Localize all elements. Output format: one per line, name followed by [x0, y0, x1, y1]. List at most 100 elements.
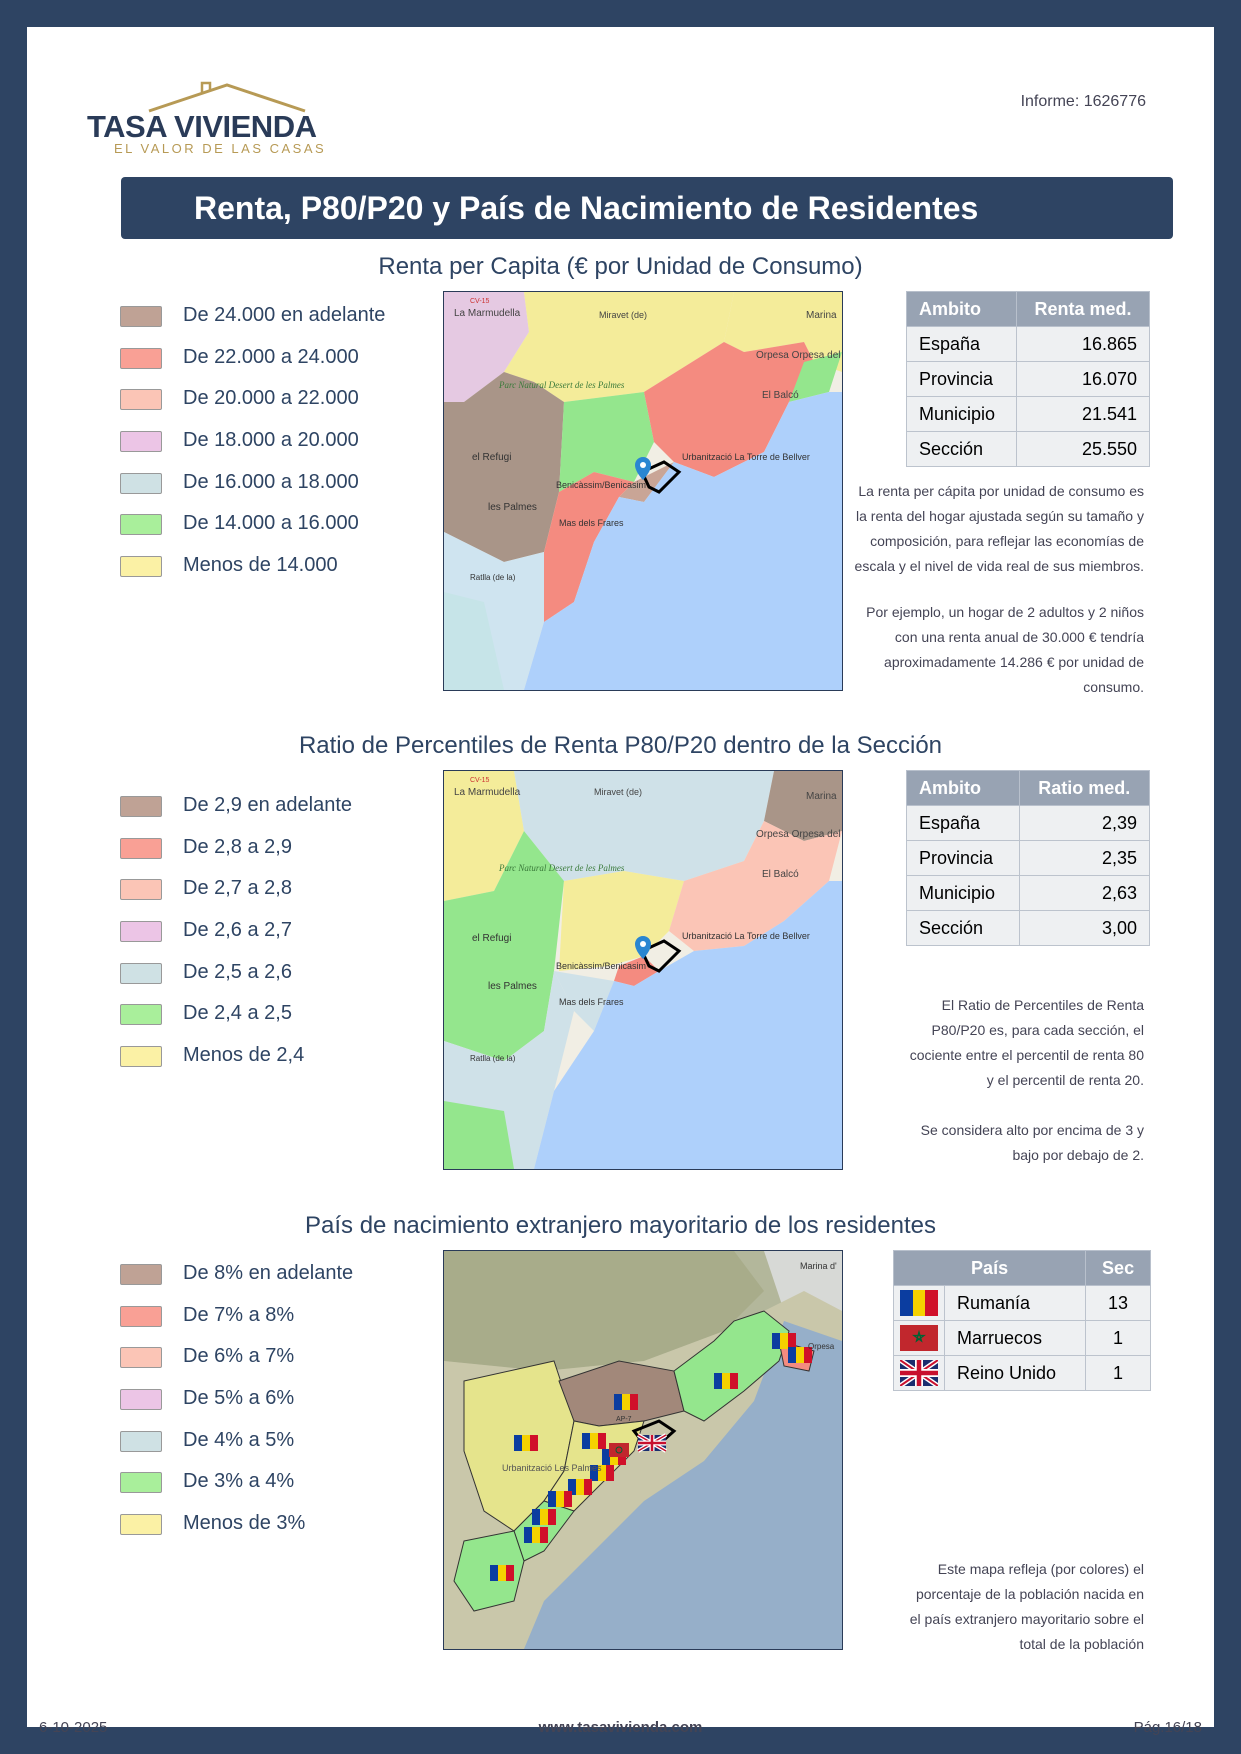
map-label-masdels: Mas dels Frares — [559, 997, 624, 1007]
map-label-marina: Marina — [806, 791, 837, 802]
legend-label: De 24.000 en adelante — [183, 304, 386, 326]
legend-swatch — [120, 389, 162, 411]
map-label-cv15: CV-15 — [470, 777, 490, 784]
table-cell-valor: 16.070 — [1016, 361, 1150, 397]
table-cell-valor: 2,63 — [1018, 875, 1151, 911]
legend-label: De 2,4 a 2,5 — [183, 1002, 292, 1025]
note-line: el país extranjero mayoritario sobre el — [909, 1611, 1144, 1627]
table-cell-valor: 21.541 — [1016, 396, 1150, 432]
footer-date: 6-10-2025 — [39, 1719, 108, 1736]
table-cell-ambito: Municipio — [905, 396, 1018, 432]
table-row: Provincia 2,35 — [906, 840, 1151, 876]
table-header-ambito: Ambito — [906, 770, 1020, 806]
table-cell-valor: 2,39 — [1018, 805, 1151, 841]
note-line: Se considera alto por encima de 3 y — [920, 1122, 1144, 1138]
note-line: la renta del hogar ajustada según su tam… — [856, 508, 1144, 524]
romania-flag-icon — [900, 1290, 938, 1316]
note-line: escala y el nivel de vida real de sus mi… — [854, 558, 1144, 574]
legend-swatch — [120, 1430, 162, 1452]
map-label-parc: Parc Natural Desert de les Palmes — [498, 380, 625, 390]
house-roof-icon — [148, 81, 306, 113]
legend-label: De 4% a 5% — [183, 1428, 295, 1451]
table-cell-sec: 1 — [1085, 1320, 1151, 1356]
table-header-row: Ambito Ratio med. — [906, 770, 1151, 806]
flag-cell — [893, 1320, 945, 1356]
page-title: Renta, P80/P20 y País de Nacimiento de R… — [194, 190, 979, 226]
romania-flag-icon — [772, 1333, 796, 1349]
romania-flag-icon — [568, 1479, 592, 1495]
legend-swatch — [120, 921, 162, 943]
legend-label: Menos de 2,4 — [183, 1044, 305, 1067]
note-line: P80/P20 es, para cada sección, el — [931, 1022, 1144, 1038]
legend-swatch — [120, 556, 162, 578]
report-page: TASA VIVIENDA EL VALOR DE LAS CASAS Info… — [27, 27, 1214, 1736]
renta-section-title: Renta per Capita (€ por Unidad de Consum… — [378, 253, 863, 280]
table-cell-pais: Reino Unido — [943, 1355, 1087, 1391]
table-cell-valor: 3,00 — [1018, 910, 1151, 946]
map-label-ap7: AP-7 — [616, 1416, 632, 1423]
romania-flag-icon — [548, 1491, 572, 1507]
table-cell-ambito: Municipio — [906, 875, 1020, 911]
table-cell-valor: 16.865 — [1016, 326, 1150, 362]
table-row: Marruecos 1 — [893, 1320, 1151, 1356]
pais-map[interactable]: Urbanització Les Palmes AP-7 Marina d' O… — [443, 1250, 843, 1650]
map-label-marina: Marina — [806, 310, 837, 321]
legend-label: De 22.000 a 24.000 — [183, 345, 359, 368]
romania-flag-icon — [788, 1347, 812, 1363]
map-label-ratlla: Ratlla (de la) — [470, 1054, 516, 1063]
legend-swatch — [120, 472, 162, 494]
table-header-valor: Ratio med. — [1018, 770, 1151, 806]
legend-swatch — [120, 962, 162, 984]
map-label-orpesa: Orpesa Orpesa del Mar — [756, 829, 842, 840]
legend-label: De 7% a 8% — [183, 1303, 295, 1326]
table-cell-pais: Marruecos — [943, 1320, 1087, 1356]
morocco-flag-icon — [900, 1325, 938, 1351]
legend-swatch — [120, 796, 162, 817]
legend-label: De 5% a 6% — [183, 1387, 295, 1410]
map-label-benicassim: Benicàssim/Benicasim — [556, 961, 646, 971]
map-label-urbanitzacio: Urbanització La Torre de Bellver — [682, 931, 810, 941]
romania-flag-icon — [490, 1565, 514, 1581]
map-label-masdels: Mas dels Frares — [559, 518, 624, 528]
pais-table: País Sec Rumanía 13 Marruecos 1 — [892, 1250, 1151, 1391]
table-header-ambito: Ambito — [905, 291, 1018, 327]
ratio-map[interactable]: La Marmudella Miravet (de) Marina Orpesa… — [443, 770, 843, 1170]
table-cell-ambito: Provincia — [906, 840, 1020, 876]
table-header-valor: Renta med. — [1016, 291, 1150, 327]
map-label-balco: El Balcó — [762, 390, 799, 401]
map-label-ratlla: Ratlla (de la) — [470, 573, 516, 582]
ratio-section-title: Ratio de Percentiles de Renta P80/P20 de… — [298, 732, 943, 759]
table-cell-ambito: España — [906, 805, 1020, 841]
romania-flag-icon — [582, 1433, 606, 1449]
legend-label: De 14.000 a 16.000 — [183, 512, 359, 535]
note-line: Este mapa refleja (por colores) el — [937, 1561, 1144, 1577]
uk-flag-icon — [637, 1433, 667, 1453]
legend-label: De 6% a 7% — [183, 1345, 295, 1368]
table-row: Provincia 16.070 — [905, 361, 1150, 397]
table-row: España 2,39 — [906, 805, 1151, 841]
legend-label: De 2,6 a 2,7 — [183, 919, 292, 942]
table-cell-pais: Rumanía — [943, 1285, 1087, 1321]
map-label-palmes: les Palmes — [488, 981, 537, 992]
map-label-palmes: les Palmes — [488, 502, 537, 513]
table-row: Municipio 21.541 — [905, 396, 1150, 432]
legend-label: De 20.000 a 22.000 — [183, 387, 359, 410]
footer-website[interactable]: www.tasavivienda.com — [538, 1719, 703, 1736]
note-line: aproximadamente 14.286 € por unidad de — [884, 654, 1144, 670]
note-line: El Ratio de Percentiles de Renta — [941, 997, 1144, 1013]
table-cell-valor: 2,35 — [1018, 840, 1151, 876]
note-spacer — [910, 1093, 1144, 1118]
table-cell-ambito: Sección — [905, 431, 1018, 467]
note-line: Por ejemplo, un hogar de 2 adultos y 2 n… — [866, 604, 1144, 620]
map-label-benicassim: Benicàssim/Benicasim — [556, 480, 646, 490]
map-label-urb-palmes: Urbanització Les Palmes — [502, 1463, 602, 1473]
legend-swatch — [120, 1046, 162, 1068]
table-row: Municipio 2,63 — [906, 875, 1151, 911]
location-pin-icon — [635, 936, 651, 959]
table-cell-ambito: Sección — [906, 910, 1020, 946]
renta-map[interactable]: La Marmudella Miravet (de) Marina Orpesa… — [443, 291, 843, 691]
table-header-row: Ambito Renta med. — [905, 291, 1150, 327]
legend-label: De 2,7 a 2,8 — [183, 877, 292, 900]
renta-note: La renta per cápita por unidad de consum… — [855, 479, 1144, 700]
flag-cell — [893, 1355, 945, 1391]
